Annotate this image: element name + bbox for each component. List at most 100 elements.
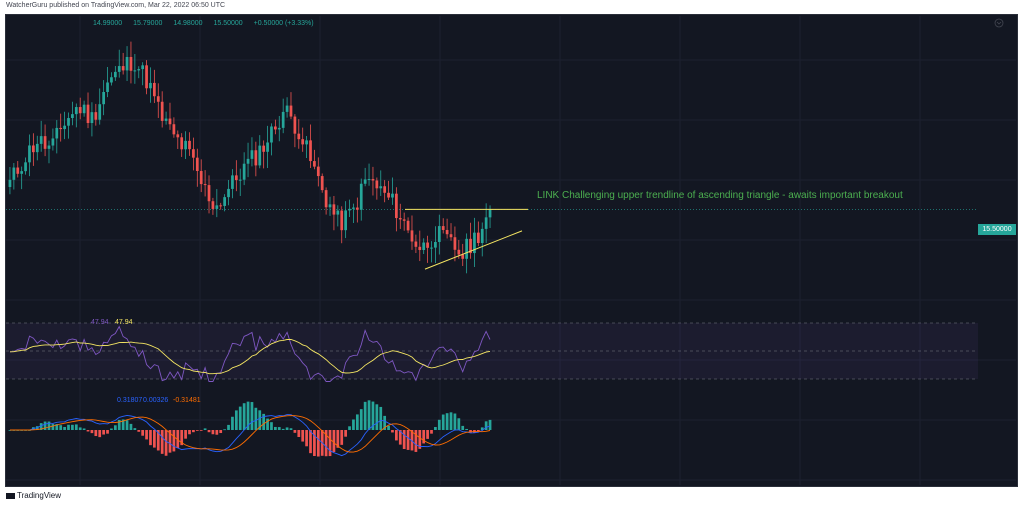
candle-body: [110, 77, 113, 83]
macd-hist-bar: [488, 419, 492, 430]
macd-hist-bar: [277, 427, 281, 430]
candle-body: [449, 234, 453, 238]
candle-body: [363, 179, 367, 184]
tradingview-brand[interactable]: TradingView: [6, 491, 61, 500]
candle-body: [176, 134, 180, 138]
candle-body: [430, 247, 433, 249]
macd-hist-bar: [449, 412, 453, 430]
macd-hist-bar: [98, 430, 102, 438]
candle-body: [453, 237, 457, 250]
candle-body: [476, 232, 480, 244]
macd-hist-bar: [110, 428, 113, 430]
candle-body: [16, 167, 20, 174]
fullscreen-icon[interactable]: [994, 18, 1004, 28]
candle-body: [270, 126, 273, 143]
last-price-tag: 15.50000: [978, 224, 1016, 235]
candle-body: [398, 218, 402, 220]
candle-body: [98, 104, 102, 120]
candle-body: [199, 171, 203, 185]
candle-body: [102, 91, 105, 105]
candle-body: [445, 229, 449, 235]
candle-body: [488, 209, 492, 218]
candle-body: [133, 70, 137, 72]
candle-body: [410, 230, 414, 242]
candle-body: [51, 138, 55, 146]
chart-annotation[interactable]: LINK Challenging upper trendline of asce…: [537, 190, 903, 201]
macd-hist-bar: [55, 424, 59, 430]
candle-body: [238, 179, 242, 181]
candle-body: [344, 210, 347, 231]
macd-hist-bar: [461, 425, 465, 430]
candle-body: [71, 114, 74, 119]
macd-hist-value-label: 0.00326: [143, 397, 169, 404]
macd-hist-bar: [328, 430, 332, 457]
chart-frame[interactable]: [5, 14, 1018, 487]
candle-body: [32, 145, 35, 153]
macd-hist-bar: [180, 430, 184, 446]
candle-body: [434, 241, 437, 248]
candle-body: [406, 220, 410, 231]
macd-hist-bar: [258, 410, 262, 430]
macd-hist-bar: [281, 428, 285, 430]
macd-hist-bar: [195, 430, 199, 431]
candle-body: [313, 161, 316, 167]
candle-body: [47, 145, 51, 149]
candle-body: [242, 163, 246, 180]
candle-body: [203, 184, 207, 186]
macd-hist-bar: [215, 430, 219, 435]
macd-hist-bar: [188, 430, 191, 435]
macd-hist-bar: [426, 430, 429, 439]
candle-body: [402, 219, 406, 221]
candle-body: [320, 176, 324, 191]
candle-body: [395, 193, 398, 219]
candle-body: [426, 242, 429, 248]
support-trendline[interactable]: [424, 230, 523, 270]
macd-histogram: [8, 400, 492, 457]
macd-hist-bar: [430, 430, 433, 434]
candle-body: [336, 210, 340, 215]
macd-hist-bar: [352, 419, 355, 430]
macd-hist-bar: [63, 426, 66, 430]
candle-body: [324, 190, 328, 208]
macd-hist-bar: [324, 430, 328, 457]
macd-hist-bar: [262, 413, 266, 430]
candle-body: [473, 232, 476, 254]
candle-body: [289, 105, 293, 117]
macd-hist-bar: [153, 430, 156, 448]
macd-hist-bar: [484, 421, 488, 430]
macd-hist-bar: [445, 413, 449, 430]
macd-hist-bar: [172, 430, 176, 452]
macd-hist-bar: [145, 430, 148, 440]
candle-body: [223, 197, 226, 206]
macd-hist-bar: [71, 424, 74, 430]
macd-hist-bar: [234, 410, 238, 430]
rsi-ma-value-label: 47.94: [115, 319, 133, 326]
candle-body: [12, 167, 16, 180]
macd-hist-bar: [39, 423, 43, 430]
macd-hist-bar: [47, 421, 51, 430]
macd-hist-bar: [184, 430, 187, 439]
candle-body: [480, 228, 484, 244]
macd-hist-bar: [137, 430, 141, 432]
signal-value-label: -0.31481: [173, 397, 201, 404]
macd-hist-bar: [359, 409, 363, 430]
macd-hist-bar: [383, 415, 387, 430]
candle-body: [348, 208, 351, 211]
candle-body: [137, 69, 141, 71]
macd-hist-bar: [457, 418, 461, 430]
candle-body: [316, 166, 320, 177]
candle-body: [387, 192, 390, 198]
macd-hist-bar: [94, 430, 98, 437]
candle-body: [441, 226, 445, 230]
macd-hist-bar: [480, 427, 484, 430]
macd-hist-bar: [51, 424, 55, 430]
candle-body: [246, 158, 250, 164]
macd-hist-bar: [254, 407, 258, 430]
macd-hist-bar: [285, 427, 289, 430]
candle-body: [117, 66, 121, 72]
macd-hist-bar: [363, 401, 367, 430]
candle-body: [250, 150, 254, 159]
candle-body: [160, 101, 164, 121]
candle-body: [258, 145, 262, 166]
